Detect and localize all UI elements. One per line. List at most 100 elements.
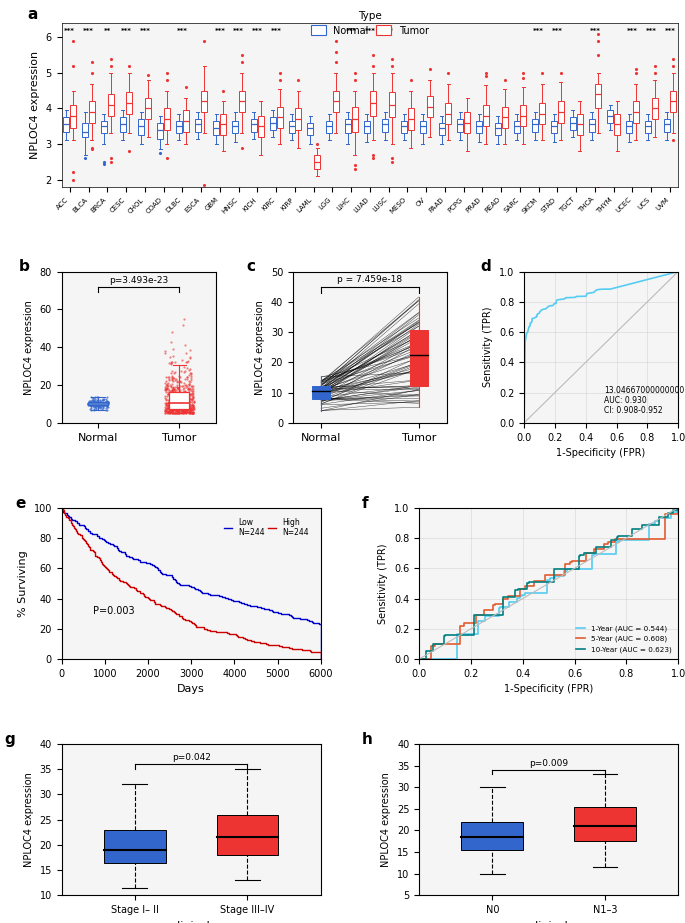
Point [176,388,187,402]
10-Year (AUC = 0.623) [655,511,663,522]
Point [186,405,197,420]
Point [102,399,113,414]
Point [102,395,113,410]
Point [99,396,110,411]
Point [186,383,197,398]
Point [166,357,177,372]
PathPatch shape [389,92,395,117]
PathPatch shape [438,123,445,135]
Point [97,396,108,411]
Point [163,401,174,415]
Point [178,318,189,332]
Point [165,393,176,408]
Point [188,400,199,414]
PathPatch shape [295,108,301,130]
Point [88,397,99,412]
Bar [169,391,190,410]
Point [174,393,185,408]
Point [170,386,181,401]
Point [182,402,193,417]
Point [168,390,179,405]
Point [166,402,177,416]
Point [184,368,195,383]
Point [188,399,199,414]
Point [101,393,112,408]
Point [163,387,174,402]
Point [98,391,109,406]
Point [178,381,189,396]
Point [169,370,179,385]
PathPatch shape [201,90,208,112]
Point [92,390,103,404]
10-Year (AUC = 0.623) [592,547,600,558]
Point [165,385,176,400]
Point [90,393,101,408]
PathPatch shape [408,108,414,130]
Point [97,397,108,412]
Point [160,402,171,417]
Point [178,402,189,417]
Point [101,392,112,407]
Point [166,388,177,402]
Point [163,405,174,420]
Point [162,381,173,396]
Point [188,402,199,416]
Point [187,405,198,420]
Point [168,342,179,356]
Point [188,394,199,409]
1-Year (AUC = 0.544) [615,534,623,545]
Point [164,371,175,386]
Point [99,396,110,411]
Point [101,397,112,412]
Point [188,390,199,404]
Point [163,385,174,400]
Point [164,394,175,409]
Point [174,400,185,414]
Point [178,404,189,419]
Point [88,400,99,414]
10-Year (AUC = 0.623) [674,502,682,513]
Point [97,398,108,413]
Point [161,402,172,417]
Point [181,406,192,421]
Point [187,405,198,420]
Point [92,396,103,411]
Point [182,393,192,408]
Point [95,398,105,413]
Point [186,399,197,414]
Point [178,360,189,375]
Point [179,384,190,399]
Point [176,387,187,402]
Point [182,396,192,411]
Point [180,402,191,416]
Point [161,403,172,418]
Point [173,402,184,417]
Point [168,399,179,414]
Point [175,401,186,415]
Point [177,391,188,406]
Point [179,400,190,414]
Point [164,404,175,419]
Point [102,395,113,410]
PathPatch shape [558,102,564,123]
Point [89,398,100,413]
Point [177,391,188,406]
PathPatch shape [427,96,432,117]
Point [183,404,194,419]
Point [161,393,172,408]
Point [96,396,107,411]
Point [179,390,190,404]
Point [186,402,197,417]
Point [177,403,188,418]
Point [170,406,181,421]
Point [172,393,183,408]
Point [179,372,190,387]
Point [179,384,190,399]
Point [162,398,173,413]
Point [175,385,186,400]
Point [170,365,181,379]
Point [86,399,97,414]
Legend: Normal, Tumor: Normal, Tumor [307,6,433,40]
Point [178,391,189,406]
PathPatch shape [277,107,282,128]
